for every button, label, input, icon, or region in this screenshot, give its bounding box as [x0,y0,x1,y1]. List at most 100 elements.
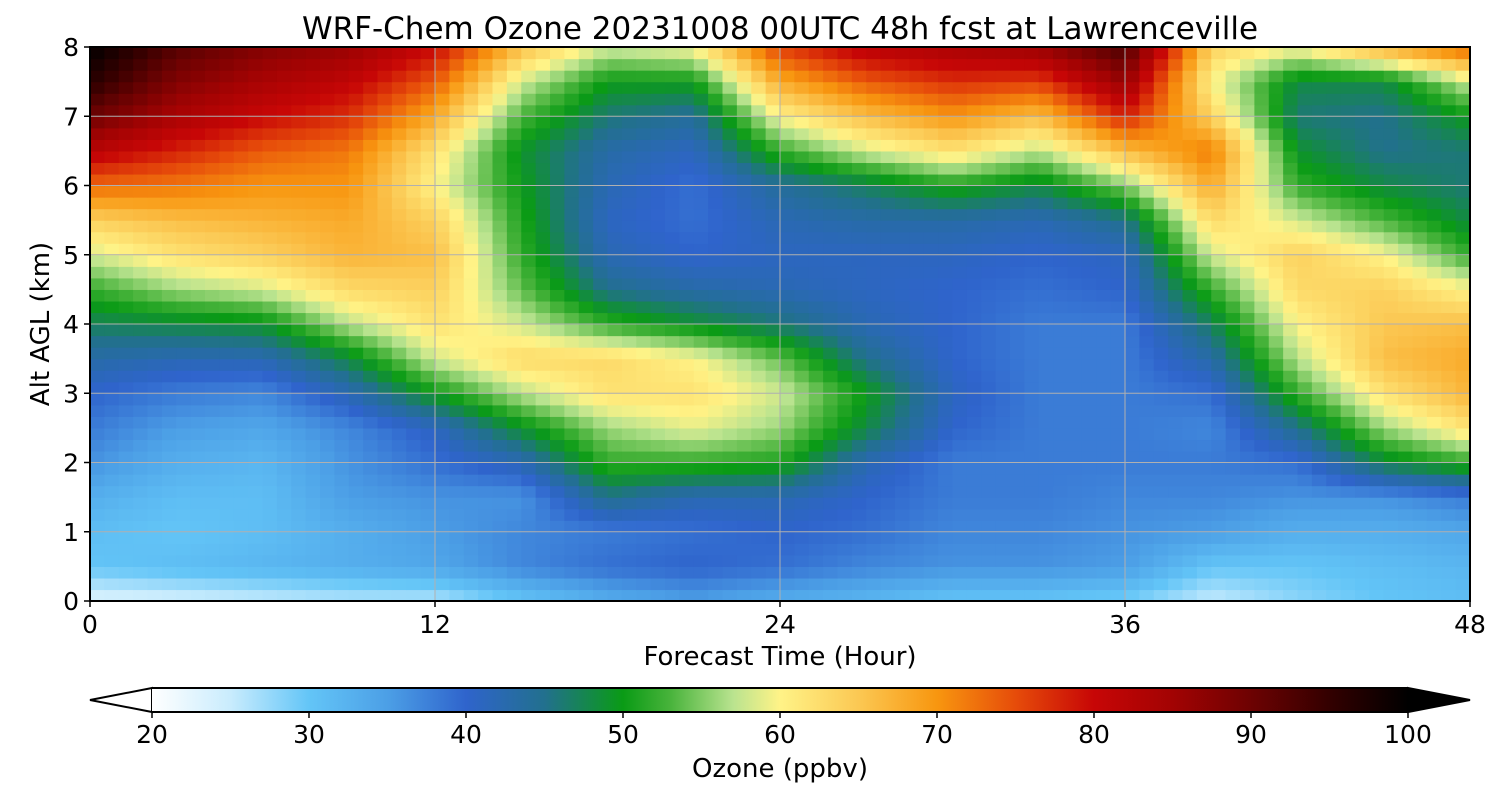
heatmap-cell [1355,58,1370,71]
heatmap-cell [1168,197,1184,210]
heatmap-cell [1311,554,1327,567]
heatmap-cell [851,566,867,579]
heatmap-cell [233,220,249,233]
heatmap-cell [736,370,752,383]
heatmap-cell [363,312,379,325]
heatmap-cell [1081,243,1097,256]
heatmap-cell [880,243,896,256]
heatmap-cell [909,58,925,71]
heatmap-cell [679,474,695,487]
heatmap-cell [320,520,335,533]
heatmap-cell [1225,220,1241,233]
heatmap-cell [665,116,680,129]
heatmap-cell [607,520,623,533]
heatmap-cell [190,289,206,302]
heatmap-cell [1125,566,1140,579]
heatmap-cell [1096,520,1112,533]
heatmap-cell [190,543,206,556]
heatmap-cell [435,220,450,233]
heatmap-cell [1383,566,1399,579]
heatmap-cell [377,312,393,325]
heatmap-cell [90,208,105,221]
heatmap-cell [1153,116,1169,129]
heatmap-cell [1024,243,1040,256]
heatmap-cell [780,497,795,510]
heatmap-cell [837,462,853,475]
heatmap-cell [909,220,925,233]
heatmap-cell [1211,358,1227,371]
heatmap-cell [1010,462,1025,475]
heatmap-cell [492,554,508,567]
heatmap-cell [435,404,450,417]
heatmap-cell [205,358,220,371]
heatmap-cell [1096,335,1112,348]
heatmap-cell [981,93,997,106]
heatmap-cell [1455,197,1470,210]
heatmap-cell [1182,554,1198,567]
heatmap-cell [406,127,422,140]
heatmap-cell [118,358,134,371]
heatmap-cell [679,554,695,567]
heatmap-cell [449,439,465,452]
heatmap-cell [593,266,609,279]
heatmap-cell [607,554,623,567]
heatmap-cell [1441,589,1457,601]
heatmap-cell [578,508,594,521]
heatmap-cell [1398,185,1414,198]
heatmap-cell [1153,347,1169,360]
heatmap-cell [636,543,652,556]
heatmap-cell [621,324,637,337]
heatmap-cell [938,566,954,579]
heatmap-cell [808,208,824,221]
heatmap-cell [1441,427,1457,441]
heatmap-cell [1139,58,1155,71]
heatmap-cell [636,358,652,371]
heatmap-cell [348,324,364,337]
heatmap-cell [1398,254,1414,267]
heatmap-cell [406,104,422,117]
heatmap-cell [923,254,939,267]
heatmap-cell [1182,162,1198,175]
heatmap-cell [1268,289,1284,302]
heatmap-cell [823,450,839,464]
heatmap-cell [895,185,910,198]
heatmap-cell [751,70,767,83]
heatmap-cell [1369,589,1385,601]
heatmap-cell [981,370,997,383]
heatmap-cell [1254,197,1270,210]
heatmap-cell [823,554,839,567]
heatmap-cell [1340,370,1356,383]
heatmap-cell [1196,150,1212,164]
heatmap-cell [1081,370,1097,383]
heatmap-cell [880,231,896,244]
heatmap-cell [262,231,278,244]
heatmap-cell [276,104,292,117]
heatmap-cell [118,404,134,417]
heatmap-cell [1211,300,1227,314]
heatmap-cell [334,370,350,383]
heatmap-cell [1297,116,1313,129]
heatmap-cell [133,335,149,348]
heatmap-cell [176,231,192,244]
heatmap-cell [1254,543,1270,556]
heatmap-cell [923,589,939,601]
heatmap-cell [262,427,278,441]
heatmap-cell [1268,70,1284,83]
heatmap-cell [161,277,177,290]
heatmap-cell [449,266,465,279]
heatmap-cell [665,497,680,510]
heatmap-cell [147,393,163,406]
heatmap-cell [607,508,623,521]
heatmap-cell [262,150,278,164]
heatmap-cell [909,427,925,441]
heatmap-cell [1024,277,1040,290]
heatmap-cell [966,254,982,267]
heatmap-cell [305,485,321,498]
heatmap-cell [118,220,134,233]
heatmap-cell [794,393,810,406]
heatmap-cell [492,404,508,417]
heatmap-cell [219,566,235,579]
heatmap-cell [578,335,594,348]
heatmap-cell [995,139,1011,152]
heatmap-cell [1053,300,1069,314]
